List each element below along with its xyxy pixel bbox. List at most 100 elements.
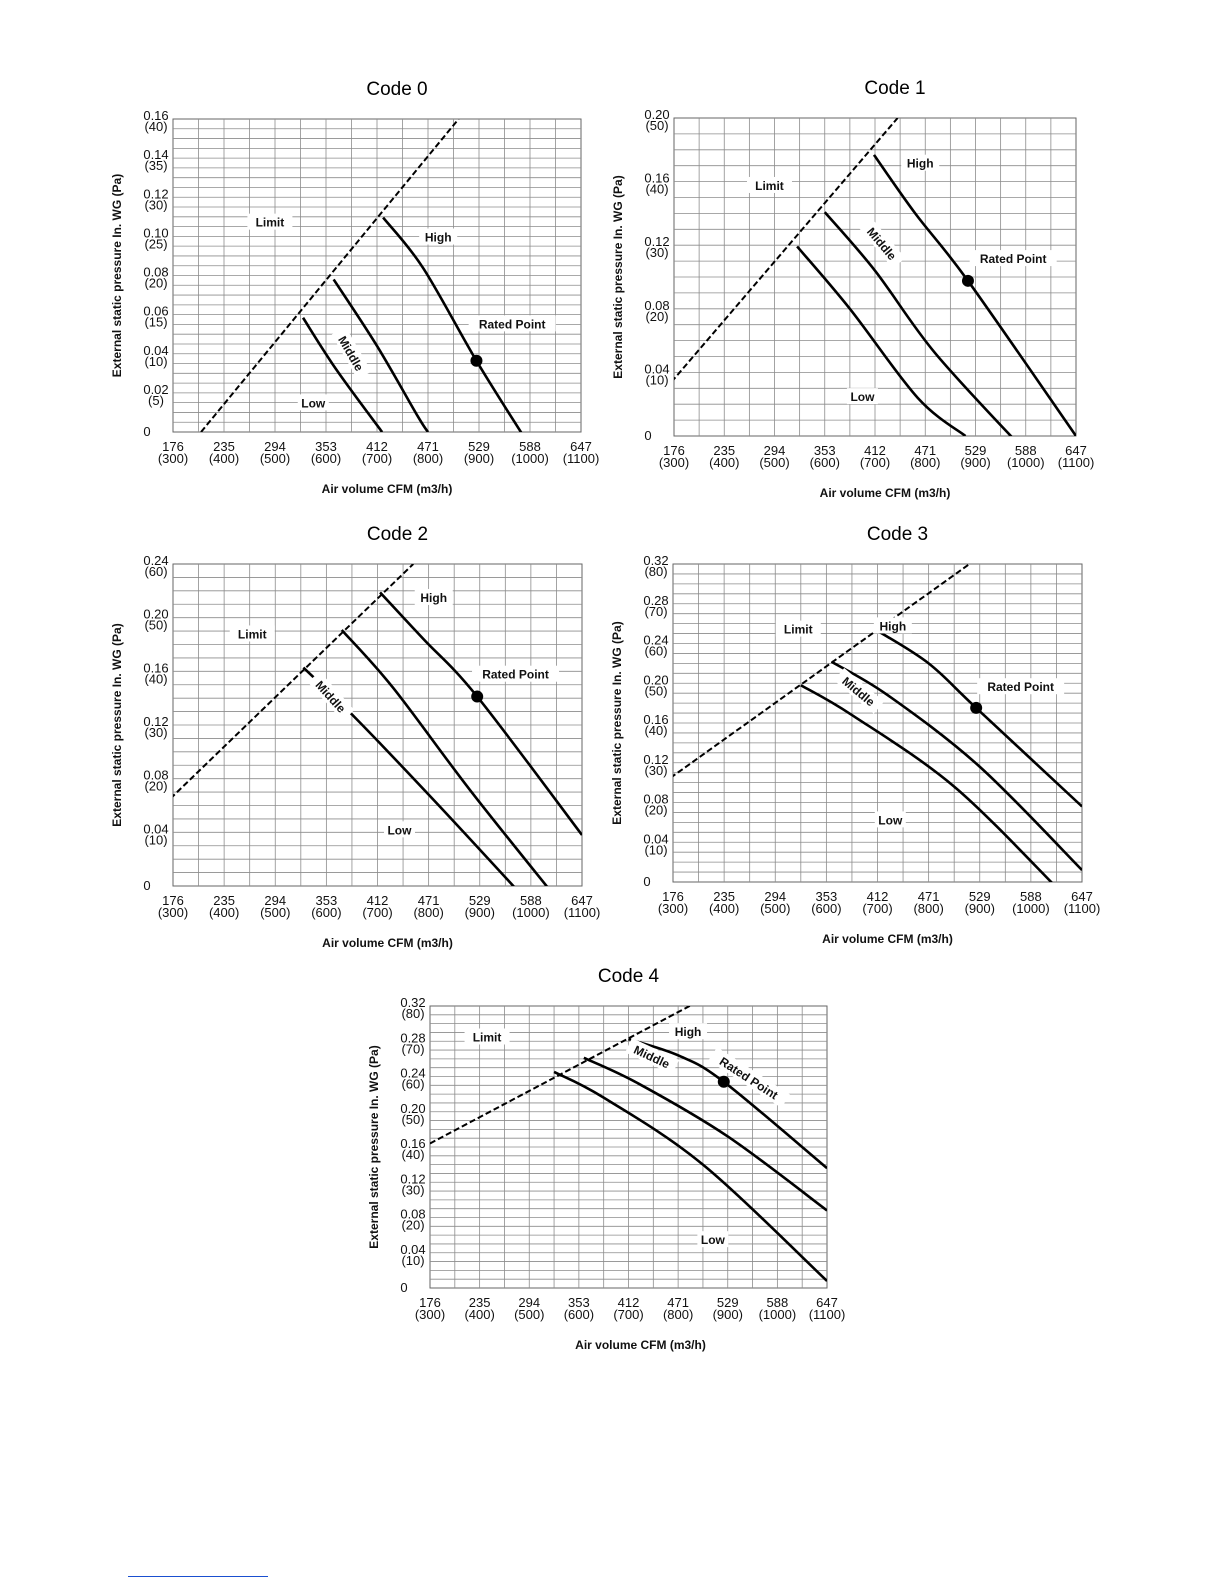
x-tick-sublabel: (1100) (809, 1307, 846, 1322)
annotation-low: Low (697, 1231, 729, 1248)
annotation-rated-point: Rated Point (969, 250, 1057, 267)
x-tick-sublabel: (900) (464, 451, 494, 466)
series-low-line (796, 245, 967, 436)
x-tick-sublabel: (900) (965, 901, 995, 916)
x-tick-label: 647 (1071, 889, 1093, 904)
x-tick-sublabel: (800) (663, 1307, 693, 1322)
y-tick-sublabel: (15) (144, 315, 167, 330)
annotation-background (297, 394, 329, 411)
x-tick-label: 412 (618, 1295, 640, 1310)
x-tick-label: 294 (764, 889, 786, 904)
x-tick-sublabel: (1000) (759, 1307, 797, 1322)
x-tick-label: 647 (571, 893, 593, 908)
x-tick-sublabel: (1000) (511, 451, 549, 466)
x-axis-title: Air volume CFM (m3/h) (822, 932, 953, 946)
series-limit-line (674, 118, 899, 381)
x-tick-label: 647 (1065, 443, 1087, 458)
y-tick-sublabel: (50) (645, 118, 668, 133)
x-tick-sublabel: (900) (960, 455, 990, 470)
x-tick-sublabel: (300) (659, 455, 689, 470)
annotation-high: High (901, 154, 940, 171)
annotation-limit: Limit (775, 620, 821, 637)
rated-point-marker (961, 274, 974, 287)
annotation-label: Low (301, 396, 326, 410)
x-tick-label: 412 (366, 439, 388, 454)
x-tick-sublabel: (900) (713, 1307, 743, 1322)
y-tick-label: 0.06 (143, 304, 168, 319)
annotation-label: High (420, 591, 447, 605)
y-tick-sublabel: (60) (401, 1077, 424, 1092)
annotation-background (331, 326, 372, 380)
x-tick-sublabel: (700) (860, 455, 890, 470)
annotation-background (833, 668, 885, 714)
y-tick-sublabel: (50) (144, 618, 167, 633)
series-group (674, 118, 1076, 436)
x-tick-sublabel: (1100) (1058, 455, 1095, 470)
x-tick-sublabel: (600) (810, 455, 840, 470)
annotation-label: High (425, 231, 452, 245)
y-tick-label: 0.04 (143, 821, 168, 836)
x-tick-label: 176 (419, 1295, 441, 1310)
y-tick-label: 0.12 (143, 186, 168, 201)
y-tick-label: 0.20 (143, 607, 168, 622)
y-tick-sublabel: (40) (645, 182, 668, 197)
x-axis-title: Air volume CFM (m3/h) (575, 1338, 706, 1352)
y-tick-sublabel: (70) (644, 604, 667, 619)
y-tick-sublabel: (10) (401, 1253, 424, 1268)
rated-point-marker (970, 701, 983, 714)
grid (674, 118, 1076, 436)
y-tick-sublabel: (20) (644, 803, 667, 818)
x-tick-sublabel: (700) (362, 905, 392, 920)
y-tick-label: 0.04 (400, 1242, 425, 1257)
chart-title: Code 0 (366, 79, 427, 100)
x-tick-sublabel: (500) (260, 905, 290, 920)
y-tick-sublabel: (60) (644, 644, 667, 659)
x-axis-title: Air volume CFM (m3/h) (820, 486, 951, 500)
y-tick-sublabel: (60) (144, 564, 167, 579)
y-tick-label: 0.16 (400, 1136, 425, 1151)
x-tick-label: 353 (816, 889, 838, 904)
y-tick-label: 0.32 (643, 553, 668, 568)
rated-point-marker (470, 354, 483, 367)
annotation-low: Low (383, 821, 415, 838)
x-tick-label: 588 (520, 893, 542, 908)
x-tick-label: 471 (667, 1295, 689, 1310)
series-low-line (301, 317, 384, 432)
y-tick-label: 0.04 (143, 343, 168, 358)
y-axis-title: External static pressure In. WG (Pa) (110, 623, 124, 826)
x-tick-label: 412 (867, 889, 889, 904)
x-tick-label: 529 (717, 1295, 739, 1310)
x-tick-label: 235 (213, 893, 235, 908)
x-tick-sublabel: (600) (311, 905, 341, 920)
y-tick-label: 0 (400, 1280, 407, 1295)
y-tick-sublabel: (80) (401, 1006, 424, 1021)
x-tick-sublabel: (600) (311, 451, 341, 466)
annotation-background (625, 1037, 680, 1075)
x-tick-label: 176 (662, 889, 684, 904)
y-tick-sublabel: (20) (144, 779, 167, 794)
y-tick-label: 0.12 (400, 1171, 425, 1186)
annotation-label: Limit (238, 627, 267, 641)
series-group (200, 119, 523, 432)
annotation-label: Rated Point (987, 680, 1054, 694)
annotation-label: Low (701, 1233, 726, 1247)
y-axis-title: External static pressure In. WG (Pa) (611, 175, 625, 378)
x-tick-sublabel: (500) (760, 901, 790, 916)
series-group (673, 564, 1082, 882)
y-tick-label: 0.08 (143, 768, 168, 783)
series-middle-line (583, 1056, 827, 1212)
x-tick-sublabel: (1000) (1012, 901, 1050, 916)
y-tick-label: 0.10 (143, 225, 168, 240)
x-tick-sublabel: (300) (658, 901, 688, 916)
series-high-line (876, 629, 1082, 808)
y-tick-sublabel: (40) (644, 723, 667, 738)
x-tick-sublabel: (800) (413, 451, 443, 466)
x-tick-sublabel: (400) (209, 451, 239, 466)
annotation-label: Low (878, 813, 903, 827)
series-middle-line (823, 211, 1013, 436)
x-tick-sublabel: (400) (209, 905, 239, 920)
grid (173, 119, 581, 432)
y-tick-label: 0.04 (643, 831, 668, 846)
annotation-background (874, 811, 906, 828)
